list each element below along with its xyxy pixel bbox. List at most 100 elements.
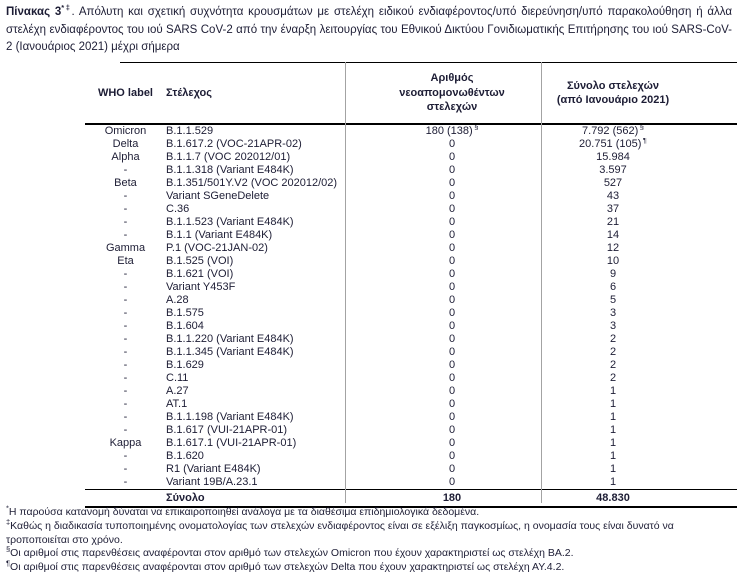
cell-new-count: 0 [448,229,456,241]
footnote-marker: § [472,124,479,132]
cell-who-label: - [123,216,128,228]
table-header: WHO label Στέλεχος Αριθμός νεοαπομονωθέν… [85,62,737,125]
table-row: - B.1.1 (Variant E484K) 0 14 [85,229,737,242]
table-row: - A.27 0 1 [85,385,737,398]
cell-strain: B.1.1.523 (Variant E484K) [166,216,294,228]
cell-total-count: 5 [609,294,617,306]
table-row: - B.1.629 0 2 [85,359,737,372]
cell-total-count: 3 [609,307,617,319]
header-row: WHO label Στέλεχος Αριθμός νεοαπομονωθέν… [85,62,737,125]
cell-total-count: 15.984 [596,151,630,163]
cell-new-count: 0 [448,255,456,267]
cell-strain: P.1 (VOC-21JAN-02) [166,242,268,254]
cell-who-label: - [123,307,128,319]
cell-strain: B.1.604 [166,320,204,332]
cell-total-count: 2 [609,333,617,345]
cell-strain: B.1.617.1 (VUI-21APR-01) [166,437,297,449]
cell-total-count: 20.751 (105) ¶ [541,138,737,151]
cell-total-count: 21 [606,216,620,228]
cell-new-count: 0 [448,359,456,371]
cell-strain: B.1.617.2 (VOC-21APR-02) [166,138,302,150]
cell-new-count: 0 [448,398,456,410]
cell-who-label: - [123,463,128,475]
cell-strain: C.11 [166,372,189,384]
cell-strain: R1 (Variant E484K) [166,463,261,475]
cell-new-count: 0 [448,437,456,449]
column-divider [345,62,346,503]
cell-who-label: - [123,411,128,423]
cell-new-count: 0 [448,385,456,397]
cell-total-count: 1 [609,398,617,410]
cell-new-count: 0 [448,281,456,293]
cell-who-label: - [123,203,128,215]
table-row: - B.1.604 0 3 [85,320,737,333]
table-row: - B.1.617 (VUI-21APR-01) 0 1 [85,424,737,437]
header-strain: Στέλεχος [166,62,345,125]
cell-total-count: 527 [603,177,623,189]
variants-table: WHO label Στέλεχος Αριθμός νεοαπομονωθέν… [85,62,737,508]
cell-new-count: 0 [448,294,456,306]
cell-who-label: - [123,398,128,410]
cell-strain: B.1.620 [166,450,204,462]
cell-total-count: 1 [609,385,617,397]
cell-strain: B.1.1.198 (Variant E484K) [166,411,294,423]
cell-strain: B.1.1.318 (Variant E484K) [166,164,294,176]
table-row: - Variant 19B/A.23.1 0 1 [85,476,737,490]
cell-who-label: - [123,281,128,293]
total-label: Σύνολο [166,489,345,508]
cell-total-count: 2 [609,359,617,371]
table-row: - Variant SGeneDelete 0 43 [85,190,737,203]
cell-new-count: 0 [448,203,456,215]
table-row: Eta B.1.525 (VOI) 0 10 [85,255,737,268]
table-row: - B.1.1.220 (Variant E484K) 0 2 [85,333,737,346]
table-row: - B.1.575 0 3 [85,307,737,320]
table-body: Omicron B.1.1.529 180 (138) § 7.792 (562) §… [85,124,737,490]
cell-strain: B.1.525 (VOI) [166,255,234,267]
cell-total-count: 3 [609,320,617,332]
cell-who-label: Omicron [104,125,147,137]
cell-strain: B.1.1.220 (Variant E484K) [166,333,294,345]
cell-who-label: Eta [117,255,134,267]
table-row: - B.1.620 0 1 [85,450,737,463]
cell-new-count: 0 [448,164,456,176]
cell-total-count: 10 [606,255,620,267]
footnotes: *Η παρούσα κατανομή δύναται να επικαιροπ… [6,504,733,575]
cell-total-count: 1 [609,424,617,436]
variants-table-wrapper: WHO label Στέλεχος Αριθμός νεοαπομονωθέν… [85,62,737,508]
cell-new-count: 0 [448,177,456,189]
cell-who-label: - [123,346,128,358]
cell-who-label: - [123,385,128,397]
cell-new-count: 0 [448,190,456,202]
table-row: - B.1.1.318 (Variant E484K) 0 3.597 [85,164,737,177]
cell-strain: B.1.1 (Variant E484K) [166,229,273,241]
cell-new-count: 0 [448,372,456,384]
footnote: §Οι αριθμοί στις παρενθέσεις αναφέρονται… [6,544,574,560]
table-row: - B.1.621 (VOI) 0 9 [85,268,737,281]
cell-total-count: 3.597 [599,164,627,176]
cell-strain: B.1.351/501Y.V2 (VOC 202012/02) [166,177,338,189]
cell-strain: B.1.1.7 (VOC 202012/01) [166,151,291,163]
total-total-count: 48.830 [541,489,737,508]
cell-who-label: Delta [112,138,139,150]
cell-new-count: 0 [448,346,456,358]
cell-strain: B.1.621 (VOI) [166,268,234,280]
cell-total-count: 9 [609,268,617,280]
cell-new-count: 0 [448,320,456,332]
cell-total-count: 43 [606,190,620,202]
column-divider [541,62,542,503]
cell-strain: A.27 [166,385,189,397]
cell-new-count: 0 [448,242,456,254]
cell-new-count: 0 [448,450,456,462]
cell-who-label: - [123,333,128,345]
cell-who-label: - [123,268,128,280]
cell-who-label: - [123,229,128,241]
header-who-label: WHO label [85,62,166,125]
table-row: - C.11 0 2 [85,372,737,385]
cell-new-count: 0 [448,333,456,345]
footnote-marker: ¶ [641,138,647,145]
footnote: ‡Καθώς η διαδικασία τυποποιημένης ονοματ… [6,517,674,546]
table-row: - B.1.1.523 (Variant E484K) 0 21 [85,216,737,229]
cell-who-label: - [123,424,128,436]
cell-strain: Variant SGeneDelete [166,190,270,202]
cell-strain: A.28 [166,294,189,306]
